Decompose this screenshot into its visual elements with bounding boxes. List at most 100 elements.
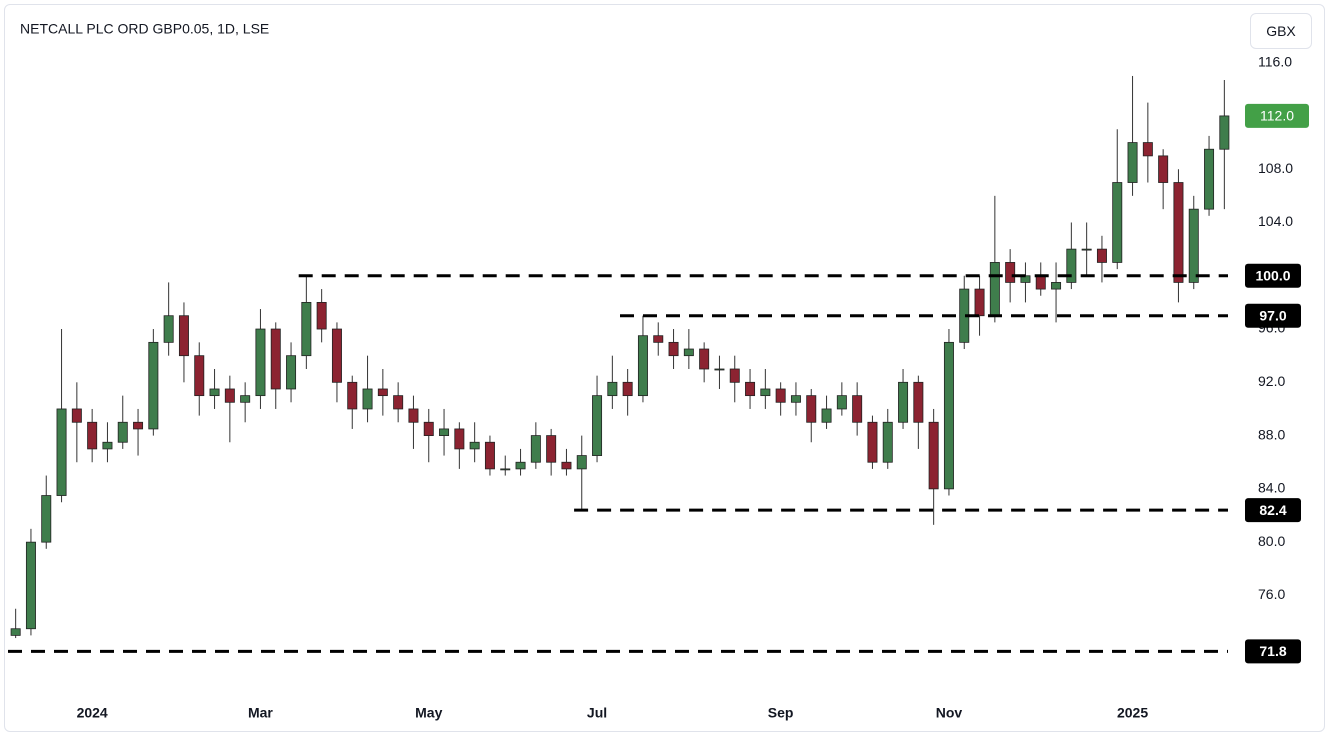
candle-body <box>1005 262 1016 283</box>
candle-body <box>699 348 710 370</box>
candle-body <box>821 408 832 423</box>
candle-body <box>790 395 801 403</box>
candle-body <box>683 348 694 357</box>
x-tick-label: Nov <box>936 705 963 721</box>
candle-body <box>867 421 878 463</box>
candle-body <box>377 388 388 397</box>
candle-body <box>454 428 465 450</box>
candle-body <box>423 421 434 436</box>
y-tick-label: 84.0 <box>1258 480 1285 496</box>
candle-body <box>194 355 205 397</box>
candle-body <box>561 461 572 470</box>
candle-body <box>775 388 786 403</box>
candle-body <box>806 395 817 423</box>
candle-body <box>301 301 312 357</box>
y-tick-label: 92.0 <box>1258 373 1285 389</box>
candle-body <box>1112 182 1123 263</box>
candle-body <box>117 421 128 443</box>
last-price-box <box>1245 103 1309 128</box>
candle-body <box>1204 148 1215 210</box>
candle-body <box>928 421 939 490</box>
candle-body <box>592 395 603 456</box>
candle-body <box>71 408 82 423</box>
level-label: 71.8 <box>1259 643 1286 659</box>
candle-body <box>316 301 327 330</box>
last-price-label: 112.0 <box>1260 108 1294 124</box>
level-label-box <box>1245 303 1301 328</box>
candle-body <box>1096 248 1107 263</box>
candle-body <box>10 628 21 636</box>
candle-body <box>546 435 557 463</box>
y-tick-label: 108.0 <box>1258 160 1293 176</box>
candle-body <box>439 428 450 436</box>
x-tick-label: 2024 <box>77 705 108 721</box>
candle-body <box>270 328 281 390</box>
y-tick-label: 76.0 <box>1258 586 1285 602</box>
candle-body <box>530 435 541 463</box>
x-tick-label: Mar <box>248 705 273 721</box>
candle-body <box>393 395 404 410</box>
candle-body <box>668 341 679 357</box>
candle-body <box>607 381 618 397</box>
candle-body <box>576 455 587 470</box>
level-label-box <box>1245 263 1301 288</box>
candle-body <box>1035 275 1046 290</box>
candle-body <box>653 335 664 343</box>
y-tick-label: 104.0 <box>1258 213 1293 229</box>
candle-body <box>1127 142 1138 183</box>
currency-button[interactable]: GBX <box>1250 13 1312 49</box>
candle-body <box>163 315 174 343</box>
candle-body <box>1219 115 1230 150</box>
candle-body <box>500 468 511 471</box>
candle-body <box>898 381 909 423</box>
chart-frame <box>4 4 1325 732</box>
candle-body <box>1158 155 1169 183</box>
candle-body <box>989 262 1000 317</box>
candle-body <box>1173 182 1184 283</box>
candle-body <box>745 381 756 397</box>
candle-body <box>286 355 297 390</box>
candle-body <box>1066 248 1077 283</box>
candle-body <box>852 395 863 423</box>
candle-body <box>515 461 526 470</box>
candle-body <box>974 288 985 317</box>
candle-body <box>622 381 633 397</box>
chart-title: NETCALL PLC ORD GBP0.05, 1D, LSE <box>20 21 269 37</box>
x-tick-label: 2025 <box>1117 705 1148 721</box>
candle-body <box>87 421 98 450</box>
candle-body <box>1188 208 1199 283</box>
candle-body <box>714 368 725 371</box>
level-label-box <box>1245 498 1301 523</box>
x-tick-label: May <box>415 705 442 721</box>
candle-body <box>760 388 771 397</box>
candle-body <box>1142 142 1153 157</box>
candle-body <box>240 395 251 403</box>
candle-body <box>347 381 358 410</box>
candle-body <box>882 421 893 463</box>
candle-body <box>56 408 67 496</box>
candle-body <box>1081 248 1092 251</box>
candle-body <box>469 441 480 450</box>
level-label: 100.0 <box>1255 267 1290 283</box>
candle-body <box>331 328 342 383</box>
candle-body <box>836 395 847 410</box>
candle-body <box>133 421 144 430</box>
candle-body <box>102 441 113 450</box>
candle-body <box>913 381 924 423</box>
candle-body <box>729 368 740 383</box>
candle-body <box>1051 282 1062 290</box>
y-tick-label: 116.0 <box>1258 53 1292 69</box>
candle-body <box>943 341 954 490</box>
level-label-box <box>1245 639 1301 664</box>
x-tick-label: Sep <box>768 705 794 721</box>
candle-body <box>224 388 235 403</box>
candle-body <box>362 388 373 410</box>
candle-body <box>484 441 495 470</box>
y-tick-label: 88.0 <box>1258 426 1285 442</box>
level-label: 97.0 <box>1259 307 1286 323</box>
candle-body <box>41 495 52 543</box>
candle-body <box>25 541 36 630</box>
candle-body <box>408 408 419 423</box>
